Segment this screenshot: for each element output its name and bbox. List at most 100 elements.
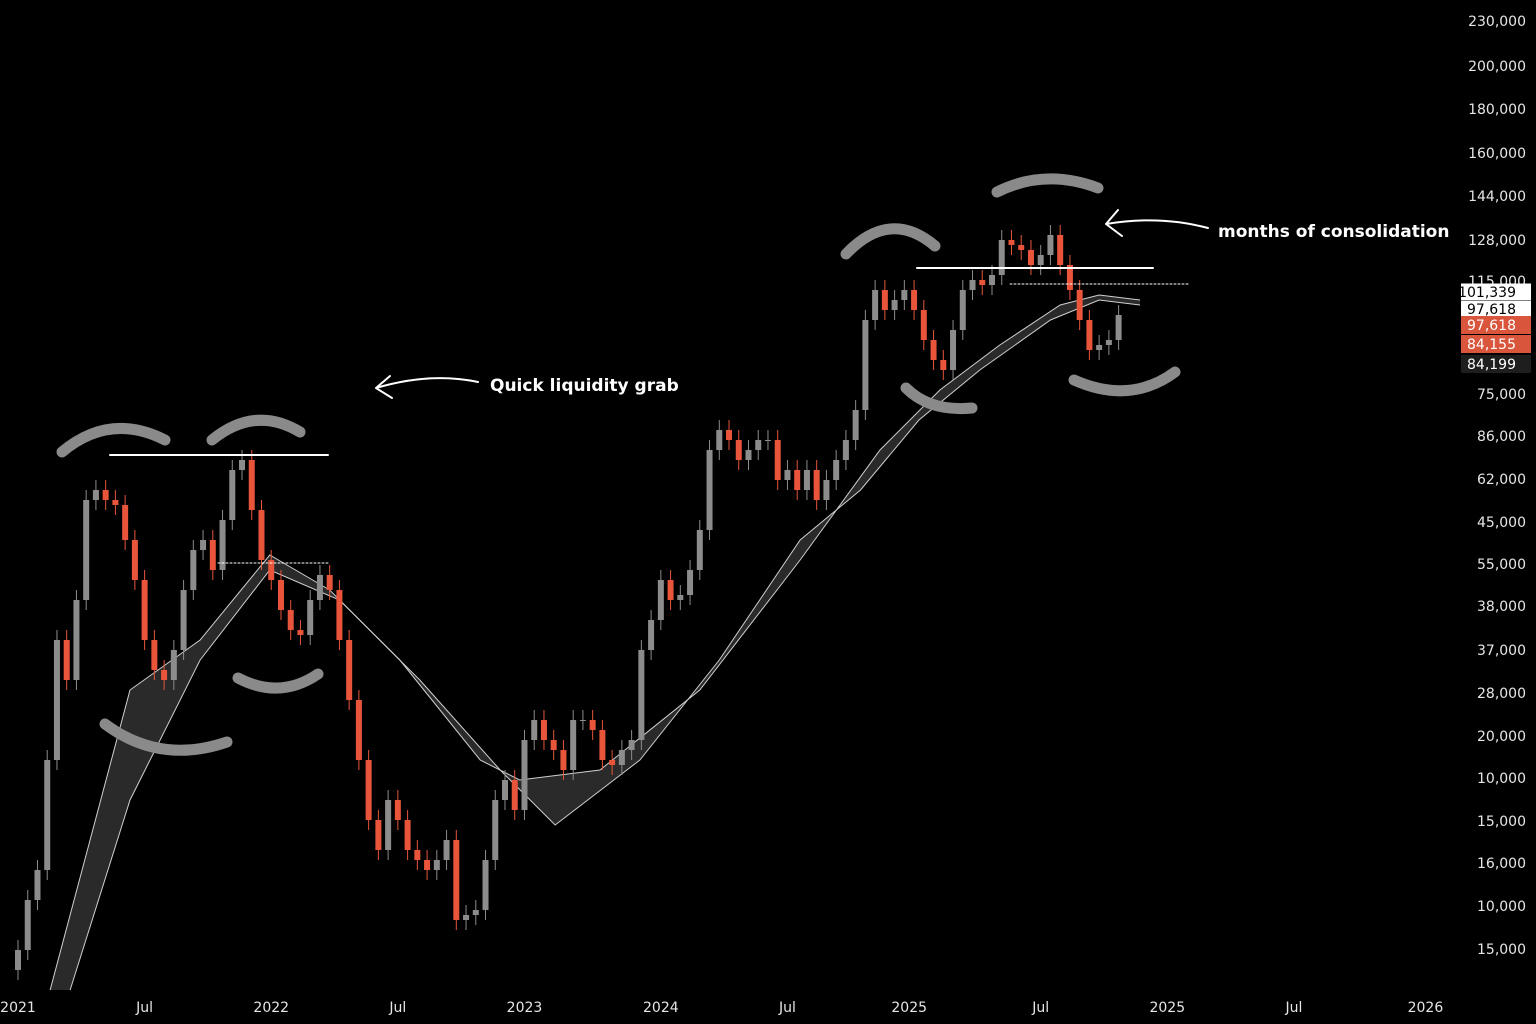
candle-body (1105, 340, 1112, 345)
price-tag (1461, 335, 1531, 353)
candle-body (1018, 245, 1025, 250)
y-tick-label: 15,000 (1477, 814, 1526, 830)
candle-body (550, 740, 557, 750)
arrows (375, 209, 1209, 399)
candle-body (716, 430, 723, 450)
candle-body (901, 290, 908, 300)
y-tick-label: 200,000 (1468, 59, 1526, 75)
y-tick-label: 38,000 (1477, 599, 1526, 615)
candle-body (667, 580, 674, 600)
x-tick-label: Jul (388, 1000, 406, 1016)
candle-body (1096, 345, 1103, 350)
candle-body (1047, 235, 1054, 255)
candle-body (570, 720, 577, 770)
candle-body (414, 850, 421, 860)
candle-body (774, 440, 781, 480)
candle-body (755, 440, 762, 450)
candle-body (1115, 315, 1122, 340)
candle-body (482, 860, 489, 910)
candle-body (813, 470, 820, 500)
y-tick-label: 180,000 (1468, 102, 1526, 118)
candle-body (833, 460, 840, 480)
candle-body (881, 290, 888, 310)
candle-body (638, 650, 645, 740)
candle-body (209, 540, 216, 570)
candle-body (92, 490, 99, 500)
y-tick-label: 28,000 (1477, 686, 1526, 702)
candle-body (920, 310, 927, 340)
candle-body (433, 860, 440, 870)
candle-body (599, 730, 606, 760)
x-tick-label: 2025 (1149, 1000, 1185, 1016)
y-tick-label: 37,000 (1477, 643, 1526, 659)
candle-body (891, 300, 898, 310)
candle-body (911, 290, 918, 310)
y-tick-label: 62,000 (1477, 472, 1526, 488)
candle-body (131, 540, 138, 580)
arcs (56, 173, 1181, 756)
y-tick-label: 45,000 (1477, 515, 1526, 531)
candle-body (161, 670, 168, 680)
candle-body (628, 740, 635, 750)
arc (840, 223, 941, 260)
moving-average (69, 299, 1141, 991)
candle-body (502, 780, 508, 800)
candle-body (657, 580, 664, 620)
candle-body (609, 760, 616, 765)
candle-body (648, 620, 655, 650)
candle-body (34, 870, 41, 900)
candle-body (151, 640, 158, 670)
candle-body (969, 280, 976, 290)
candle-body (122, 505, 129, 540)
price-tag-label: 84,155 (1467, 337, 1516, 353)
candle-body (696, 530, 703, 570)
candle-body (1066, 265, 1073, 290)
candle-body (200, 540, 207, 550)
candle-body (453, 840, 460, 920)
annotation: Quick liquidity grab (490, 376, 679, 396)
candle-body (112, 500, 119, 505)
moving-average (49, 294, 1141, 991)
candle-body (326, 575, 333, 590)
arc (991, 173, 1104, 198)
price-tag (1461, 283, 1531, 301)
candle-body (63, 640, 70, 680)
arc (232, 668, 324, 694)
candle-body (297, 630, 304, 635)
x-tick-label: 2024 (643, 1000, 679, 1016)
arc (900, 382, 978, 415)
price-tag-label: 97,618 (1467, 302, 1516, 318)
candle-body (141, 580, 148, 640)
candle-body (726, 430, 733, 440)
candle-body (190, 550, 197, 590)
price-tag-label: 84,199 (1467, 357, 1516, 373)
y-tick-label: 16,000 (1477, 856, 1526, 872)
candle-body (794, 470, 801, 490)
candle-body (15, 950, 21, 970)
candle-body (1037, 255, 1044, 265)
annotation: months of consolidation (1218, 222, 1449, 242)
ribbon (50, 295, 1141, 990)
x-tick-label: Jul (135, 1000, 153, 1016)
candle-body (862, 320, 869, 410)
x-tick-label: Jul (1284, 1000, 1302, 1016)
candle-body (979, 280, 986, 285)
candle-body (336, 590, 343, 640)
candle-body (385, 800, 392, 850)
candle-body (287, 610, 294, 630)
candle-body (424, 860, 431, 870)
candle-body (443, 840, 450, 860)
candle-body (1027, 250, 1034, 265)
candle-body (346, 640, 353, 700)
candle-body (1008, 240, 1015, 245)
candle-body (268, 560, 275, 580)
candle-body (1086, 320, 1093, 350)
arc (56, 423, 171, 458)
candle-body (239, 460, 246, 470)
x-tick-label: Jul (778, 1000, 796, 1016)
x-tick-label: 2026 (1408, 1000, 1444, 1016)
x-tick-label: 2023 (507, 1000, 543, 1016)
candle-body (1057, 235, 1064, 265)
arrow (375, 375, 479, 399)
candle-body (872, 290, 879, 320)
